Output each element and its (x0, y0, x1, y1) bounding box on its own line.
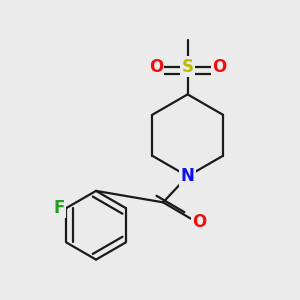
Text: N: N (181, 167, 195, 185)
Text: O: O (149, 58, 163, 76)
Text: S: S (182, 58, 194, 76)
Text: O: O (212, 58, 226, 76)
Text: F: F (53, 199, 65, 217)
Text: O: O (192, 213, 206, 231)
